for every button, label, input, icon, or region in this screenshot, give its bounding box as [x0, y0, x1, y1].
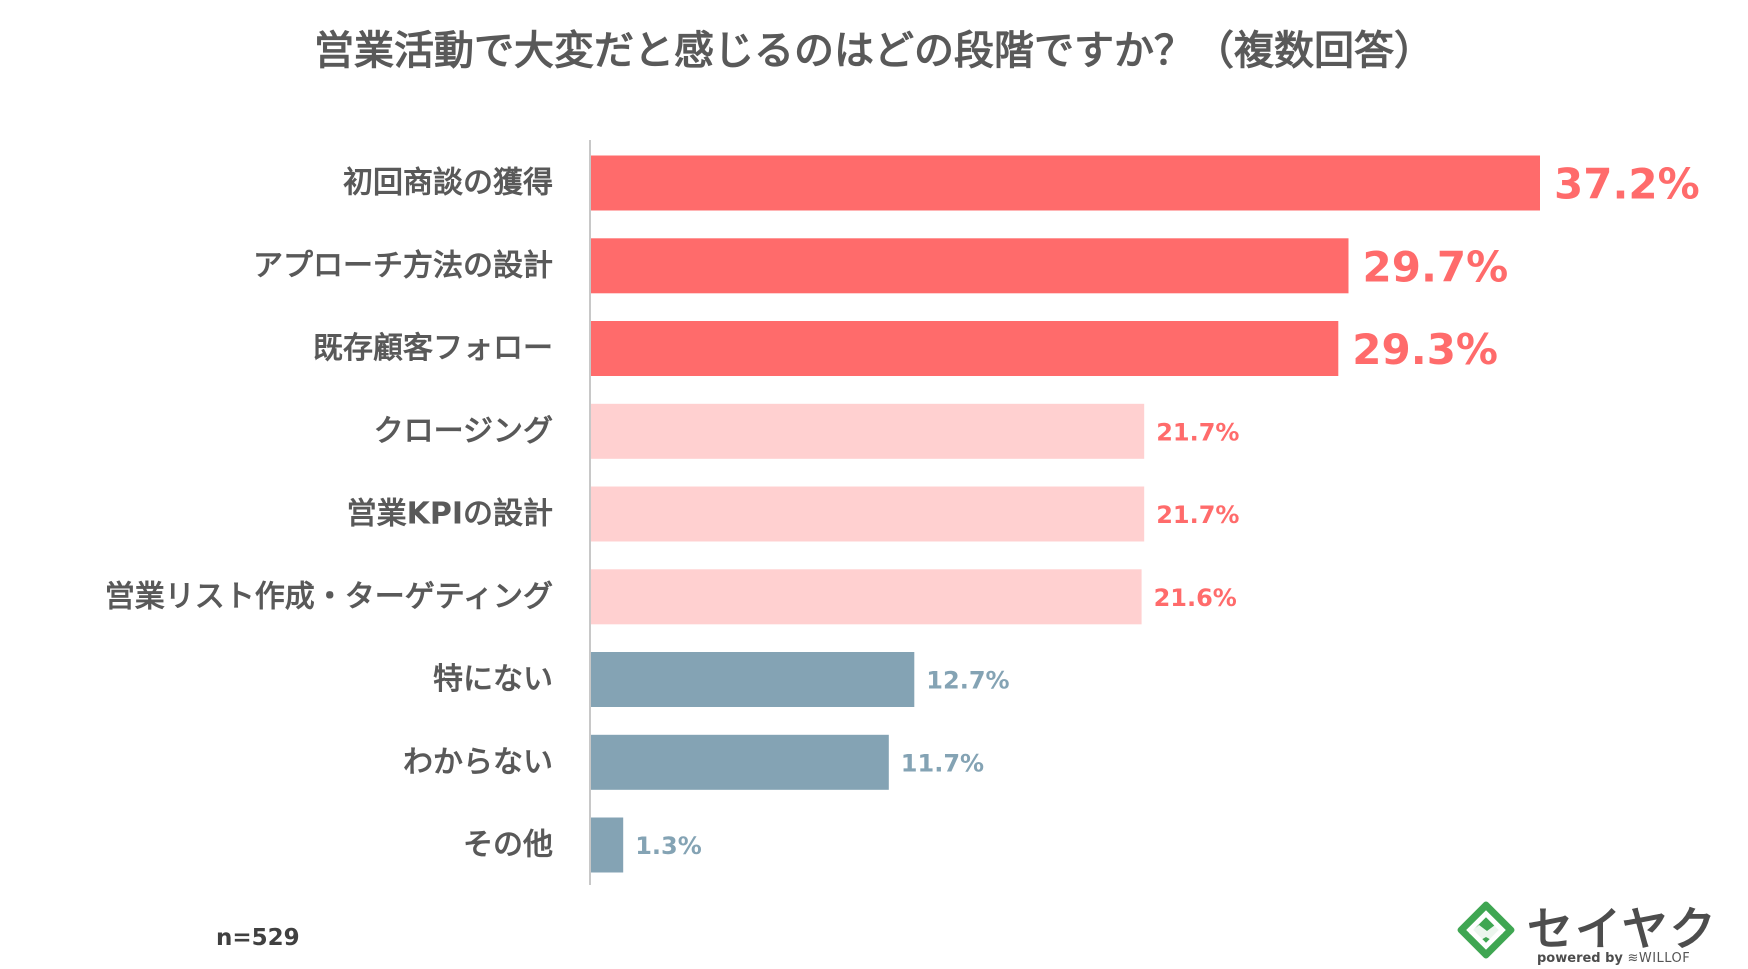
willof-label: WILLOF	[1638, 951, 1691, 966]
powered-by-text: powered by	[1537, 951, 1623, 966]
bars-layer	[590, 155, 1540, 873]
bar-7	[590, 652, 915, 707]
bar-9	[590, 817, 624, 873]
value-label-8: 11.7%	[901, 749, 984, 777]
chart-title: 営業活動で大変だと感じるのはどの段階ですか？（複数回答）	[314, 28, 1434, 74]
bar-3	[590, 321, 1339, 376]
willof-wave-icon: ≋	[1627, 951, 1639, 966]
value-label-5: 21.7%	[1156, 501, 1239, 529]
seiyaku-logo: セイヤク powered by ≋WILLOF	[1455, 895, 1718, 969]
logo-powered-by: powered by ≋WILLOF	[1537, 951, 1690, 966]
category-label-6: 営業リスト作成・ターゲティング	[105, 579, 553, 614]
category-labels-layer: 初回商談の獲得アプローチ方法の設計既存顧客フォロークロージング営業KPIの設計営…	[105, 166, 553, 863]
category-label-3: 既存顧客フォロー	[313, 331, 553, 366]
bar-6	[590, 569, 1142, 625]
value-label-9: 1.3%	[635, 832, 702, 860]
category-label-4: クロージング	[374, 414, 553, 449]
value-labels-layer: 37.2% 29.7% 29.3% 21.7% 21.7% 21.6% 12.7% 11.7%…	[635, 160, 1700, 861]
value-label-2: 29.7%	[1363, 242, 1509, 291]
value-label-7: 12.7%	[926, 667, 1009, 695]
bar-5	[590, 486, 1145, 542]
handshake-icon	[1457, 901, 1515, 959]
category-label-2: アプローチ方法の設計	[253, 248, 553, 283]
willof-brand-text: ≋WILLOF	[1627, 951, 1690, 966]
value-label-4: 21.7%	[1156, 418, 1239, 446]
bar-4	[590, 403, 1145, 459]
logo-wordmark: セイヤク	[1527, 902, 1718, 956]
sample-size-note: n=529	[216, 925, 300, 951]
bar-8	[590, 734, 889, 790]
value-label-3: 29.3%	[1352, 325, 1498, 374]
bar-2	[590, 238, 1349, 294]
category-label-9: その他	[463, 828, 553, 863]
category-label-1: 初回商談の獲得	[343, 166, 553, 201]
value-label-1: 37.2%	[1554, 160, 1700, 209]
category-label-5: 営業KPIの設計	[347, 497, 553, 532]
category-label-7: 特にない	[433, 662, 553, 697]
value-label-6: 21.6%	[1154, 584, 1237, 612]
bar-1	[590, 155, 1540, 211]
category-label-8: わからない	[403, 745, 553, 780]
